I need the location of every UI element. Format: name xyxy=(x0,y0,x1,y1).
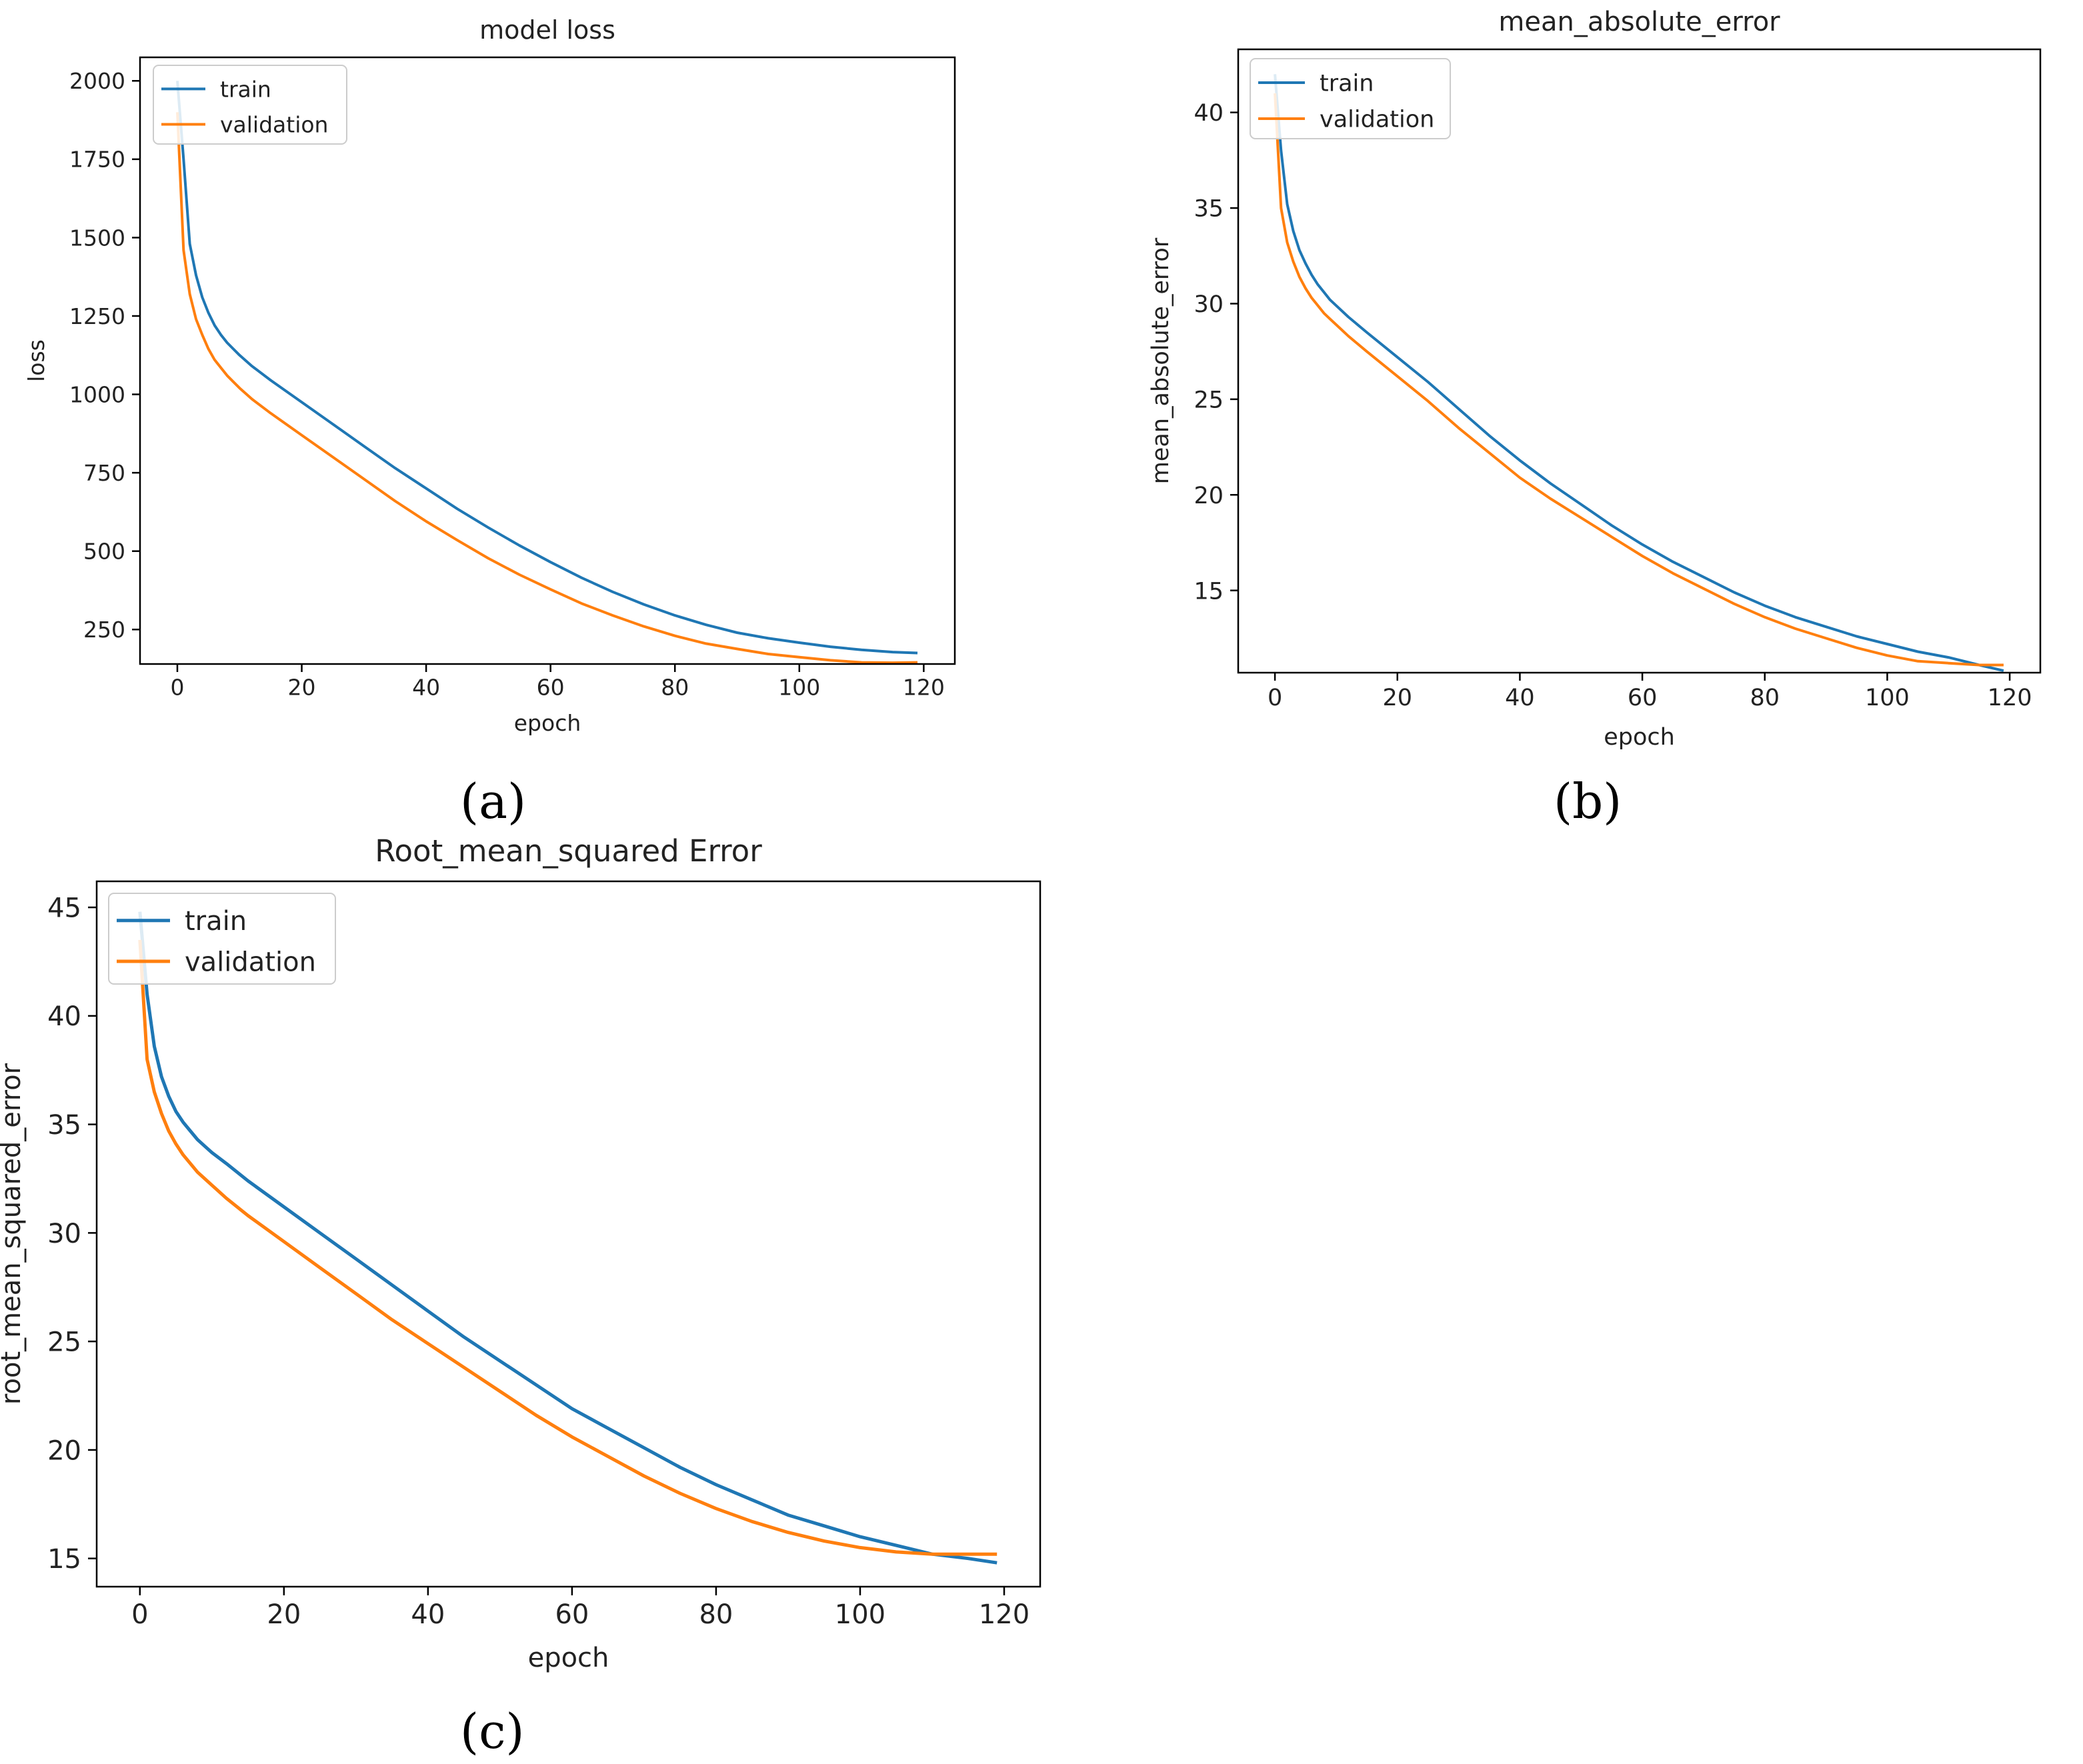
legend-label-train: train xyxy=(185,906,247,937)
y-tick-label: 500 xyxy=(83,539,125,565)
y-tick-label: 1500 xyxy=(69,225,125,251)
y-tick-label: 40 xyxy=(47,1001,81,1032)
y-tick-label: 25 xyxy=(47,1327,81,1358)
y-tick-label: 20 xyxy=(1194,483,1224,509)
x-tick-label: 80 xyxy=(1750,685,1780,711)
x-tick-label: 120 xyxy=(1988,685,2032,711)
y-axis-label: loss xyxy=(23,339,49,382)
x-tick-label: 40 xyxy=(411,1599,445,1630)
x-tick-label: 80 xyxy=(661,675,689,701)
x-tick-label: 60 xyxy=(1628,685,1658,711)
x-tick-label: 100 xyxy=(835,1599,885,1630)
y-tick-label: 15 xyxy=(1194,578,1224,605)
panel-label-a: (a) xyxy=(460,773,527,829)
series-line-validation xyxy=(1274,93,2004,667)
y-axis-label: root_mean_squared_error xyxy=(0,1063,27,1405)
panel-label-b: (b) xyxy=(1554,773,1622,829)
y-axis-label: mean_absolute_error xyxy=(1148,237,1174,484)
series-line-train xyxy=(138,911,997,1565)
y-tick-label: 40 xyxy=(1194,100,1224,127)
y-tick-label: 35 xyxy=(47,1110,81,1141)
x-tick-label: 0 xyxy=(131,1599,148,1630)
y-tick-label: 30 xyxy=(47,1219,81,1249)
panel-label-c: (c) xyxy=(460,1703,525,1759)
y-tick-label: 25 xyxy=(1194,387,1224,413)
y-tick-label: 20 xyxy=(47,1435,81,1466)
x-tick-label: 0 xyxy=(1268,685,1282,711)
series-line-validation xyxy=(138,939,997,1556)
chart-a-model-loss: model loss 0 20 40 60 80 100 120 250 500 750 1000 12… xyxy=(23,15,956,736)
x-tick-label: 100 xyxy=(778,675,820,701)
y-tick-label: 45 xyxy=(47,893,81,923)
chart-title: model loss xyxy=(479,15,615,45)
y-tick-label: 30 xyxy=(1194,291,1224,318)
x-tick-label: 120 xyxy=(979,1599,1029,1630)
x-tick-label: 60 xyxy=(555,1599,589,1630)
y-tick-label: 750 xyxy=(83,460,125,486)
chart-c-root-mean-squared-error: Root_mean_squared Error 0 20 40 60 80 100 120 15… xyxy=(0,833,1042,1673)
x-tick-label: 100 xyxy=(1865,685,1910,711)
y-tick-label: 35 xyxy=(1194,196,1224,223)
x-axis-label: epoch xyxy=(528,1643,609,1673)
series-line-validation xyxy=(176,112,918,665)
y-tick-label: 1750 xyxy=(69,147,125,173)
legend-label-validation: validation xyxy=(1320,107,1434,133)
x-tick-label: 20 xyxy=(267,1599,301,1630)
y-tick-label: 2000 xyxy=(69,68,125,94)
plot-frame xyxy=(1237,48,2042,674)
series-line-train xyxy=(1274,74,2004,673)
x-tick-label: 0 xyxy=(170,675,184,701)
y-tick-label: 250 xyxy=(83,617,125,643)
y-tick-label: 1250 xyxy=(69,303,125,329)
plot-frame xyxy=(95,880,1042,1588)
x-tick-label: 20 xyxy=(1382,685,1412,711)
y-tick-label: 15 xyxy=(47,1544,81,1575)
chart-title: Root_mean_squared Error xyxy=(375,833,762,869)
chart-b-mean-absolute-error: mean_absolute_error 0 20 40 60 80 100 120 15 20 25… xyxy=(1148,7,2042,751)
legend-label-train: train xyxy=(1320,71,1374,97)
x-tick-label: 40 xyxy=(1505,685,1535,711)
series-line-train xyxy=(176,81,918,655)
x-tick-label: 120 xyxy=(903,675,945,701)
x-tick-label: 20 xyxy=(288,675,316,701)
legend-label-validation: validation xyxy=(220,111,328,137)
legend-label-validation: validation xyxy=(185,947,316,977)
x-tick-label: 80 xyxy=(699,1599,733,1630)
x-axis-label: epoch xyxy=(1604,724,1675,751)
x-axis-label: epoch xyxy=(514,710,581,736)
x-tick-label: 40 xyxy=(412,675,440,701)
y-tick-label: 1000 xyxy=(69,381,125,407)
chart-title: mean_absolute_error xyxy=(1498,7,1780,37)
plot-frame xyxy=(139,56,956,665)
legend-label-train: train xyxy=(220,76,271,102)
x-tick-label: 60 xyxy=(537,675,565,701)
